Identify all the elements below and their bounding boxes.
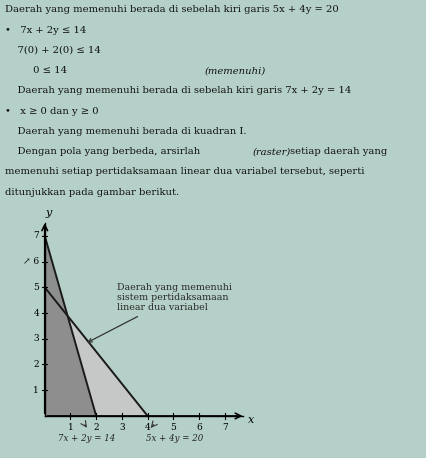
Text: 1: 1 (68, 423, 73, 432)
Text: 5: 5 (33, 283, 39, 292)
Text: 7(0) + 2(0) ≤ 14: 7(0) + 2(0) ≤ 14 (5, 46, 101, 55)
Text: 0 ≤ 14: 0 ≤ 14 (5, 66, 67, 75)
Text: Daerah yang memenuhi berada di sebelah kiri garis 5x + 4y = 20: Daerah yang memenuhi berada di sebelah k… (5, 5, 339, 15)
Text: 4: 4 (145, 423, 150, 432)
Text: 1: 1 (33, 386, 39, 395)
Text: 2: 2 (93, 423, 99, 432)
Text: 6: 6 (196, 423, 202, 432)
Text: •   7x + 2y ≤ 14: • 7x + 2y ≤ 14 (5, 26, 86, 35)
Text: memenuhi setiap pertidaksamaan linear dua variabel tersebut, seperti: memenuhi setiap pertidaksamaan linear du… (5, 167, 365, 176)
Text: Daerah yang memenuhi
sistem pertidaksamaan
linear dua variabel: Daerah yang memenuhi sistem pertidaksama… (88, 283, 232, 342)
Text: y: y (46, 208, 52, 218)
Polygon shape (45, 236, 96, 416)
Text: 2: 2 (34, 360, 39, 369)
Text: 3: 3 (119, 423, 125, 432)
Text: ↗ 6: ↗ 6 (23, 257, 39, 266)
Text: 7: 7 (33, 231, 39, 240)
Text: Dengan pola yang berbeda, arsirlah: Dengan pola yang berbeda, arsirlah (5, 147, 204, 156)
Text: 7x + 2y = 14: 7x + 2y = 14 (58, 435, 115, 443)
Text: •   x ≥ 0 dan y ≥ 0: • x ≥ 0 dan y ≥ 0 (5, 107, 99, 115)
Polygon shape (45, 287, 148, 416)
Text: setiap daerah yang: setiap daerah yang (287, 147, 387, 156)
Text: 7: 7 (222, 423, 228, 432)
Text: Daerah yang memenuhi berada di kuadran I.: Daerah yang memenuhi berada di kuadran I… (5, 127, 247, 136)
Text: x: x (248, 415, 254, 425)
Text: 3: 3 (34, 334, 39, 343)
Text: Daerah yang memenuhi berada di sebelah kiri garis 7x + 2y = 14: Daerah yang memenuhi berada di sebelah k… (5, 87, 351, 95)
Text: ditunjukkan pada gambar berikut.: ditunjukkan pada gambar berikut. (5, 187, 179, 196)
Text: (memenuhi): (memenuhi) (204, 66, 266, 75)
Text: 4: 4 (33, 309, 39, 317)
Text: 5: 5 (170, 423, 176, 432)
Text: (raster): (raster) (252, 147, 291, 156)
Text: 5x + 4y = 20: 5x + 4y = 20 (147, 435, 204, 443)
